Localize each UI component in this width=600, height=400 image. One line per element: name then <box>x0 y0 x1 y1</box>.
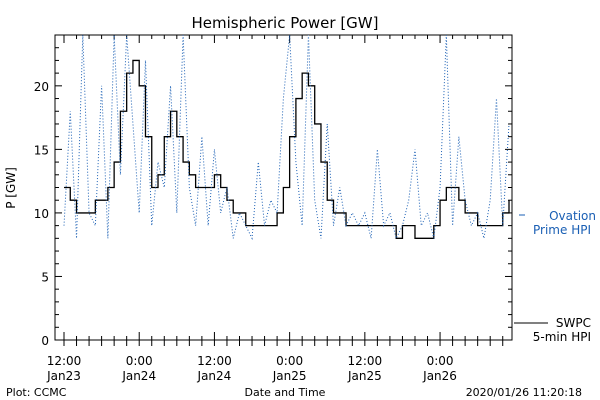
legend-ovation-line1: Ovation <box>549 209 596 223</box>
legend-ovation-line2: Prime HPI <box>533 223 591 237</box>
y-axis-label: P [GW] <box>4 167 18 209</box>
chart-title: Hemispheric Power [GW] <box>192 14 379 32</box>
x-tick-label-time: 12:00 <box>47 354 82 368</box>
y-tick-label: 15 <box>34 143 49 157</box>
timestamp: 2020/01/26 11:20:18 <box>466 386 582 399</box>
x-tick-label-date: Jan23 <box>46 369 81 383</box>
x-axis-label: Date and Time <box>245 386 326 399</box>
x-tick-label-date: Jan26 <box>422 369 457 383</box>
y-axis: 0 5 10 15 20 <box>34 34 512 348</box>
swpc-hpi-line <box>64 59 510 239</box>
y-tick-label: 20 <box>34 80 49 94</box>
x-tick-label-time: 12:00 <box>197 354 232 368</box>
plot-credit: Plot: CCMC <box>6 386 67 399</box>
x-tick-label-date: Jan24 <box>197 369 232 383</box>
ovation-prime-hpi-line <box>63 34 510 241</box>
y-tick-label: 0 <box>41 334 49 348</box>
series-layer <box>63 34 510 241</box>
y-tick-label: 10 <box>34 207 49 221</box>
x-tick-label-date: Jan24 <box>121 369 156 383</box>
x-tick-label-date: Jan25 <box>347 369 382 383</box>
x-tick-label-date: Jan25 <box>272 369 307 383</box>
x-tick-label-time: 0:00 <box>427 354 454 368</box>
legend-swpc-line2: 5-min HPI <box>533 330 591 344</box>
x-tick-label-time: 0:00 <box>276 354 303 368</box>
legend-swpc-line1: SWPC <box>556 316 591 330</box>
x-axis: 12:00Jan230:00Jan2412:00Jan240:00Jan2512… <box>46 35 504 383</box>
x-tick-label-time: 0:00 <box>126 354 153 368</box>
y-tick-label: 5 <box>41 270 49 284</box>
x-tick-label-time: 12:00 <box>348 354 383 368</box>
